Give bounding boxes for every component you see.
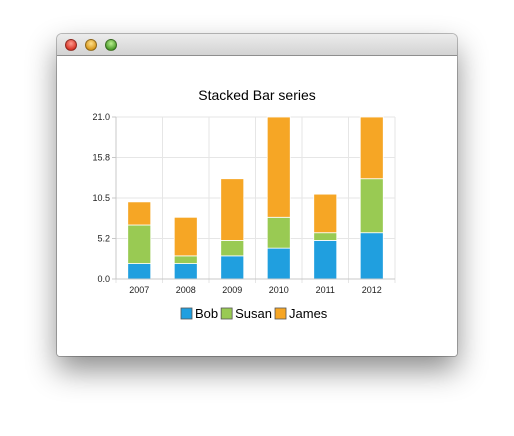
close-button[interactable] [65, 39, 77, 51]
bar-james-2009 [220, 178, 245, 241]
bars [127, 116, 384, 280]
bar-james-2007 [127, 201, 152, 226]
title-bar [57, 34, 457, 56]
x-tick-label: 2011 [316, 285, 335, 295]
minimize-button[interactable] [85, 39, 97, 51]
bar-bob-2012 [359, 232, 384, 280]
bar-james-2010 [266, 116, 291, 218]
bar-susan-2010 [266, 216, 291, 249]
x-tick-label: 2012 [362, 285, 382, 295]
bar-susan-2007 [127, 224, 152, 264]
legend-label-susan: Susan [235, 306, 272, 321]
bar-susan-2008 [173, 255, 198, 264]
legend-swatch-james [274, 307, 287, 320]
legend-swatch-bob [180, 307, 193, 320]
zoom-button[interactable] [105, 39, 117, 51]
app-window: Stacked Bar series 0.0 5.2 10.5 15.8 21.0 200… [57, 34, 457, 356]
bar-james-2011 [313, 193, 338, 234]
bar-james-2012 [359, 116, 384, 180]
y-tick-label: 0.0 [97, 274, 110, 284]
bar-susan-2009 [220, 240, 245, 257]
bar-james-2008 [173, 216, 198, 257]
y-tick-label: 21.0 [92, 112, 110, 122]
x-tick-label: 2008 [176, 285, 196, 295]
bar-bob-2009 [220, 255, 245, 280]
legend-label-bob: Bob [195, 306, 218, 321]
x-tick-label: 2010 [269, 285, 289, 295]
y-tick-label: 5.2 [97, 234, 110, 244]
legend-label-james: James [289, 306, 328, 321]
legend-swatch-susan [220, 307, 233, 320]
bar-bob-2011 [313, 240, 338, 280]
bar-bob-2010 [266, 247, 291, 280]
chart-view: Stacked Bar series 0.0 5.2 10.5 15.8 21.0 200… [57, 56, 457, 356]
chart-title: Stacked Bar series [198, 87, 316, 103]
bar-bob-2007 [127, 263, 152, 280]
bar-bob-2008 [173, 263, 198, 280]
x-tick-label: 2009 [222, 285, 242, 295]
stacked-bar-chart: Stacked Bar series 0.0 5.2 10.5 15.8 21.0 200… [92, 87, 396, 321]
x-tick-label: 2007 [129, 285, 149, 295]
legend: Bob Susan James [180, 306, 328, 321]
bar-susan-2011 [313, 232, 338, 241]
bar-susan-2012 [359, 178, 384, 234]
y-tick-label: 10.5 [92, 193, 110, 203]
y-tick-label: 15.8 [92, 153, 110, 163]
axes: 0.0 5.2 10.5 15.8 21.0 2007 2008 2009 2010 2011 20… [92, 112, 395, 295]
grid [115, 116, 396, 283]
